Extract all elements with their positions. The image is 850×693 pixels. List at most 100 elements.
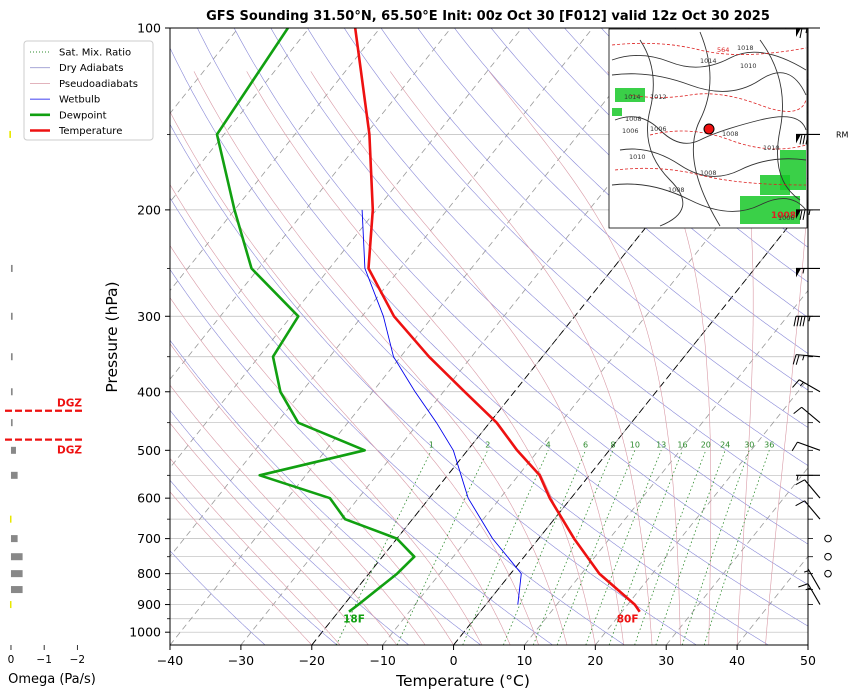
inset-pressure-label: 1008: [625, 115, 642, 123]
omega-bar: [10, 312, 13, 320]
barb-half: [804, 570, 810, 573]
legend-label: Wetbulb: [59, 95, 100, 106]
calm-wind-circle: [824, 569, 832, 578]
mixing-ratio-label: 24: [720, 440, 730, 449]
inset-pressure-label: 1008: [771, 211, 796, 221]
pseudoadiabat: [765, 186, 808, 645]
mixing-ratio-label: 16: [677, 440, 687, 449]
mixing-ratio-label: 13: [656, 440, 666, 449]
temperature-profile: [353, 28, 641, 613]
legend-label: Dry Adiabats: [59, 63, 123, 74]
barb-shaft: [807, 568, 821, 590]
dry-adiabat: [527, 28, 808, 283]
barb-full: [802, 209, 806, 220]
pseudoadiabat: [170, 297, 454, 645]
mixing-ratio-line: [585, 450, 662, 645]
omega-panel: 0 −1 −2 DGZ DGZ: [5, 130, 85, 666]
barb-flag: [796, 268, 801, 278]
mixing-ratio-label: 1: [429, 440, 434, 449]
legend: Sat. Mix. Ratio Dry Adiabats Pseudoadiabat…: [23, 40, 154, 141]
barb-full: [799, 27, 803, 39]
mixing-ratio-label: 30: [744, 440, 754, 449]
isotherm-line: [453, 201, 808, 645]
inset-pressure-label: 1006: [622, 127, 639, 135]
barb-full: [802, 134, 806, 145]
mixing-ratio-line: [655, 450, 726, 645]
x-tick-label: 50: [800, 653, 816, 668]
x-tick-label: 40: [729, 653, 745, 668]
pseudoadiabat: [170, 343, 426, 645]
isotherm-line: [524, 289, 808, 645]
surface-dewpoint-label: 18F: [343, 614, 365, 626]
x-tick-label: 20: [587, 653, 603, 668]
mixing-ratio-line: [681, 450, 750, 645]
dgz-label: DGZ: [57, 398, 82, 410]
dewpoint-profile: [215, 28, 416, 613]
barb-shaft: [804, 479, 821, 499]
inset-pressure-label: 564: [717, 46, 729, 54]
inset-pressure-label: 1006: [650, 125, 667, 133]
pseudoadiabat: [170, 244, 483, 645]
barb-shaft: [807, 583, 821, 605]
profile-lines: [215, 28, 641, 613]
dry-adiabat: [307, 28, 808, 505]
inset-height-contour: [629, 93, 807, 112]
pseudoadiabat: [246, 71, 596, 645]
dry-adiabat: [170, 550, 266, 645]
pseudoadiabat: [488, 71, 681, 645]
pseudoadiabat: [722, 71, 754, 645]
barb-full: [792, 354, 797, 365]
barb-half: [808, 209, 811, 215]
legend-label: Pseudoadiabats: [59, 79, 138, 90]
barb-half: [802, 355, 805, 361]
dry-adiabat: [417, 28, 808, 391]
pseudoadiabat: [607, 71, 712, 645]
x-tick-label: −10: [369, 653, 395, 668]
mixing-ratio-line: [462, 450, 549, 645]
dry-adiabat: [170, 47, 769, 645]
y-tick-label: 700: [137, 531, 161, 546]
dry-adiabat: [380, 28, 808, 428]
mixing-ratio-label: 2: [485, 440, 490, 449]
barb-full: [795, 500, 805, 507]
x-tick-label: 10: [516, 653, 532, 668]
omega-axis-label: Omega (Pa/s): [8, 672, 96, 687]
inset-contour: [611, 51, 807, 71]
barb-half: [808, 316, 811, 322]
isotherm-line: [170, 28, 664, 645]
inset-contour: [611, 72, 807, 96]
x-tick-label: 0: [450, 653, 458, 668]
mixing-ratio-line: [634, 450, 707, 645]
dry-adiabat: [343, 28, 808, 466]
barb-half: [799, 381, 804, 387]
barb-full: [798, 583, 809, 588]
axes: −40 −30 −20 −10 0 10 20 30 40 50 100 200 300 400 500 60…: [129, 21, 816, 669]
isotherm-line: [170, 28, 523, 469]
barb-flag: [796, 134, 801, 144]
barb-half: [796, 475, 799, 481]
surface-temperature-label: 80F: [617, 614, 639, 626]
mixing-ratio-label: 20: [701, 440, 711, 449]
mixing-ratio-label: 8: [610, 440, 615, 449]
isotherm-line: [170, 28, 594, 558]
barb-shaft: [801, 406, 821, 424]
inset-pressure-label: 1008: [700, 169, 717, 177]
dry-adiabat: [170, 479, 338, 645]
inset-pressure-label: 1014: [624, 93, 641, 101]
y-tick-label: 900: [137, 597, 161, 612]
omega-tick-label: 0: [8, 654, 15, 666]
omega-bar: [10, 446, 16, 454]
barb-full: [792, 379, 800, 388]
omega-tick-label: −2: [70, 654, 85, 666]
inset-pressure-label: 1010: [629, 153, 646, 161]
dry-adiabat: [454, 28, 808, 354]
isotherm-line: [0, 28, 26, 645]
omega-bar: [10, 419, 13, 427]
pseudoadiabat: [170, 422, 369, 645]
barb-full: [799, 316, 803, 327]
inset-height-contour: [649, 130, 807, 150]
inset-pressure-label: 1008: [722, 130, 739, 138]
inset-precip-area: [612, 108, 622, 116]
barb-full: [795, 479, 805, 486]
